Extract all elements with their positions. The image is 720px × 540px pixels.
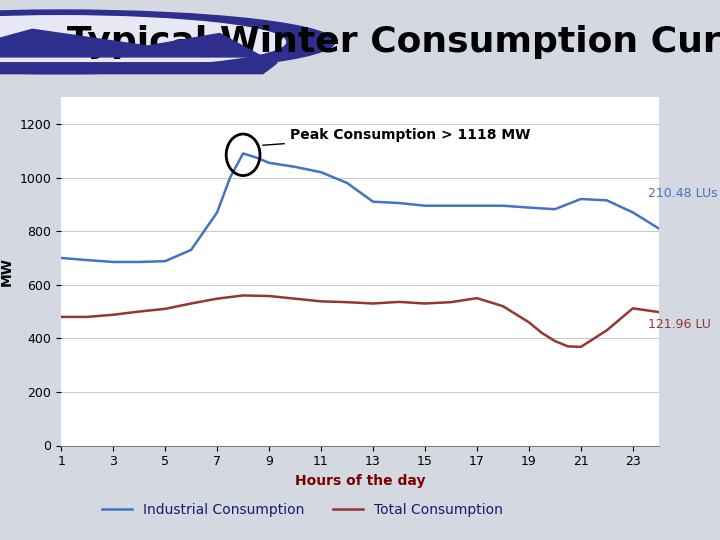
Total Consumption	[420, 300, 429, 307]
Total Consumption	[525, 319, 534, 326]
Total Consumption	[317, 298, 325, 305]
Industrial Consumption	[654, 225, 663, 232]
Total Consumption	[603, 327, 611, 334]
Polygon shape	[0, 63, 277, 73]
Industrial Consumption	[525, 204, 534, 211]
Polygon shape	[0, 29, 263, 57]
Total Consumption	[538, 330, 546, 336]
Text: Typical Winter Consumption Curve: Typical Winter Consumption Curve	[67, 25, 720, 59]
Industrial Consumption	[239, 150, 248, 157]
Total Consumption	[265, 293, 274, 299]
Total Consumption	[395, 299, 403, 305]
Line: Total Consumption: Total Consumption	[61, 295, 659, 347]
Total Consumption	[161, 306, 169, 312]
Industrial Consumption	[186, 247, 195, 253]
Industrial Consumption	[395, 200, 403, 206]
Industrial Consumption	[83, 257, 91, 264]
Total Consumption	[291, 295, 300, 302]
Total Consumption	[135, 308, 143, 315]
Legend: Industrial Consumption, Total Consumption: Industrial Consumption, Total Consumptio…	[96, 497, 508, 522]
Industrial Consumption	[265, 160, 274, 166]
Text: Peak Consumption > 1118 MW: Peak Consumption > 1118 MW	[263, 127, 530, 145]
Total Consumption	[564, 343, 572, 349]
Industrial Consumption	[420, 202, 429, 209]
Industrial Consumption	[343, 180, 351, 186]
Industrial Consumption	[603, 197, 611, 204]
Industrial Consumption	[577, 196, 585, 202]
Total Consumption	[472, 295, 481, 301]
Industrial Consumption	[57, 255, 66, 261]
Industrial Consumption	[213, 209, 222, 215]
Total Consumption	[239, 292, 248, 299]
Total Consumption	[577, 343, 585, 350]
Industrial Consumption	[472, 202, 481, 209]
Industrial Consumption	[291, 164, 300, 170]
Industrial Consumption	[446, 202, 455, 209]
Industrial Consumption	[317, 169, 325, 176]
Line: Industrial Consumption: Industrial Consumption	[61, 153, 659, 262]
Total Consumption	[343, 299, 351, 306]
Y-axis label: MW: MW	[0, 257, 14, 286]
Total Consumption	[83, 314, 91, 320]
Industrial Consumption	[109, 259, 117, 265]
Text: 210.48 LUs: 210.48 LUs	[649, 187, 718, 200]
Total Consumption	[369, 300, 377, 307]
Industrial Consumption	[135, 259, 143, 265]
X-axis label: Hours of the day: Hours of the day	[294, 474, 426, 488]
Total Consumption	[654, 309, 663, 315]
Industrial Consumption	[629, 209, 637, 215]
Total Consumption	[186, 300, 195, 307]
Total Consumption	[213, 295, 222, 302]
Text: 121.96 LU: 121.96 LU	[649, 319, 711, 332]
Total Consumption	[498, 303, 507, 309]
Industrial Consumption	[551, 206, 559, 212]
Industrial Consumption	[498, 202, 507, 209]
Total Consumption	[551, 338, 559, 345]
Industrial Consumption	[369, 198, 377, 205]
Total Consumption	[446, 299, 455, 306]
Industrial Consumption	[226, 174, 235, 181]
Total Consumption	[629, 305, 637, 312]
Industrial Consumption	[161, 258, 169, 265]
Circle shape	[0, 10, 335, 73]
Industrial Consumption	[252, 154, 261, 161]
Circle shape	[0, 16, 286, 68]
Total Consumption	[109, 312, 117, 318]
Total Consumption	[57, 314, 66, 320]
